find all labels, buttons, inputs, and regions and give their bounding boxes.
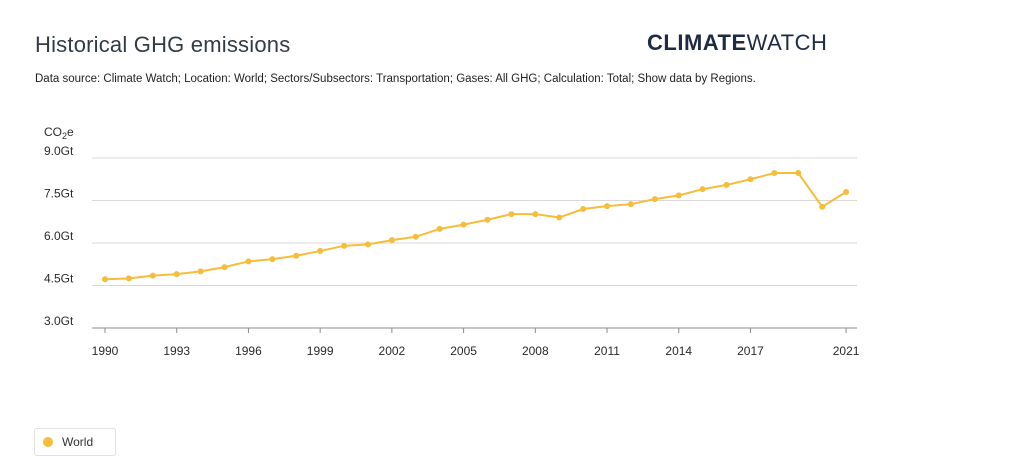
x-tick-label: 2008: [522, 344, 549, 358]
x-tick-label: 1993: [163, 344, 190, 358]
data-point[interactable]: [627, 201, 634, 208]
data-point[interactable]: [412, 233, 419, 240]
y-tick-label: 3.0Gt: [44, 314, 74, 328]
x-tick-label: 2002: [379, 344, 406, 358]
gridlines: [92, 157, 857, 329]
data-point[interactable]: [532, 211, 539, 218]
data-point[interactable]: [125, 275, 132, 282]
data-point[interactable]: [675, 192, 682, 199]
x-tick-label: 1999: [307, 344, 334, 358]
data-point[interactable]: [245, 258, 252, 265]
y-axis-unit-label: CO2e: [44, 125, 74, 141]
data-point[interactable]: [460, 221, 467, 228]
x-tick-label: 2017: [737, 344, 764, 358]
series-world: [102, 170, 850, 283]
data-point[interactable]: [173, 271, 180, 278]
data-point[interactable]: [604, 203, 611, 210]
y-tick-label: 6.0Gt: [44, 229, 74, 243]
data-source-text: Data source: Climate Watch; Location: Wo…: [35, 73, 756, 85]
data-point[interactable]: [149, 272, 156, 279]
x-tick-label: 2014: [665, 344, 692, 358]
x-tick-label: 1996: [235, 344, 262, 358]
data-point[interactable]: [221, 264, 228, 271]
y-tick-label: 9.0Gt: [44, 144, 74, 158]
y-axis-ticks: 3.0Gt 4.5Gt 6.0Gt 7.5Gt 9.0Gt: [44, 144, 74, 328]
data-point[interactable]: [771, 170, 778, 177]
legend-item-world[interactable]: World: [34, 428, 116, 456]
data-point[interactable]: [341, 242, 348, 249]
x-tick-label: 2005: [450, 344, 477, 358]
x-tick-label: 2011: [594, 344, 620, 358]
brand-light: WATCH: [746, 30, 828, 55]
data-point[interactable]: [699, 186, 706, 193]
data-point[interactable]: [364, 241, 371, 248]
legend-label-world: World: [62, 435, 94, 449]
data-point[interactable]: [197, 268, 204, 275]
data-point[interactable]: [436, 225, 443, 232]
x-axis-ticks: 1990 1993 1996 1999 2002 2005 2008 2011 2014 2017…: [92, 328, 860, 358]
data-point[interactable]: [556, 214, 563, 221]
climatewatch-logo[interactable]: CLIMATEWATCH: [647, 30, 827, 56]
data-point[interactable]: [819, 203, 826, 210]
data-point[interactable]: [723, 181, 730, 188]
data-point[interactable]: [508, 211, 515, 218]
x-tick-label: 1990: [92, 344, 119, 358]
data-point[interactable]: [102, 276, 108, 283]
data-point[interactable]: [747, 176, 754, 183]
series-line-world: [104, 172, 847, 281]
data-point[interactable]: [388, 237, 395, 244]
data-point[interactable]: [484, 216, 491, 223]
data-point[interactable]: [317, 247, 324, 254]
y-tick-label: 4.5Gt: [44, 272, 74, 286]
data-point[interactable]: [795, 170, 802, 177]
data-point[interactable]: [843, 189, 850, 195]
data-point[interactable]: [580, 206, 587, 212]
data-point[interactable]: [269, 256, 276, 263]
y-tick-label: 7.5Gt: [44, 187, 74, 201]
legend-swatch-world: [43, 437, 53, 447]
data-point[interactable]: [651, 196, 658, 203]
data-point[interactable]: [293, 252, 300, 259]
brand-bold: CLIMATE: [647, 30, 747, 55]
chart-title: Historical GHG emissions: [35, 32, 291, 57]
x-tick-label: 2021: [833, 344, 860, 358]
